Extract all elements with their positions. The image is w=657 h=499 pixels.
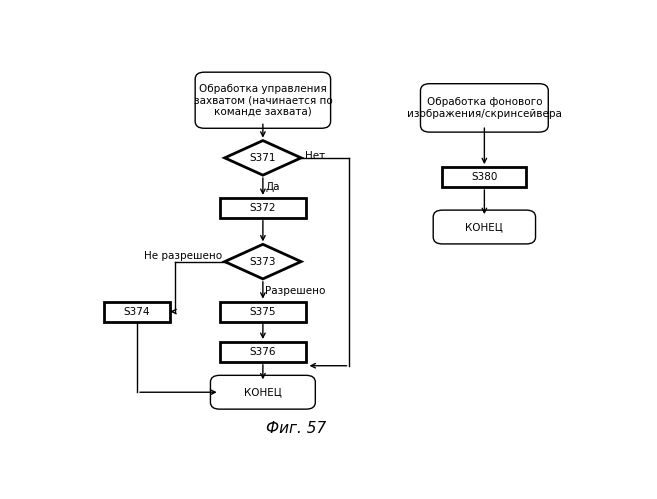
FancyBboxPatch shape (433, 210, 535, 244)
Bar (442, 167, 526, 187)
Text: Нет: Нет (305, 151, 325, 161)
Text: S380: S380 (471, 172, 497, 182)
Text: S375: S375 (250, 306, 276, 316)
Text: S373: S373 (250, 256, 276, 266)
Bar (219, 301, 306, 321)
Text: S374: S374 (124, 306, 150, 316)
FancyBboxPatch shape (195, 72, 330, 128)
FancyBboxPatch shape (210, 375, 315, 409)
Bar (219, 342, 306, 362)
Text: Обработка управления
захватом (начинается по
команде захвата): Обработка управления захватом (начинаетс… (194, 84, 332, 117)
Text: Разрешено: Разрешено (265, 286, 326, 296)
Text: Обработка фонового
изображения/скринсейвера: Обработка фонового изображения/скринсейв… (407, 97, 562, 119)
Bar (219, 198, 306, 218)
FancyBboxPatch shape (420, 84, 549, 132)
Bar (104, 301, 170, 321)
Text: КОНЕЦ: КОНЕЦ (466, 222, 503, 232)
Text: КОНЕЦ: КОНЕЦ (244, 387, 282, 397)
Polygon shape (225, 245, 301, 279)
Text: Фиг. 57: Фиг. 57 (266, 421, 326, 436)
Text: S372: S372 (250, 203, 276, 213)
Polygon shape (225, 141, 301, 175)
Text: Не разрешено: Не разрешено (144, 251, 222, 261)
Text: S371: S371 (250, 153, 276, 163)
Text: Да: Да (265, 182, 280, 192)
Text: S376: S376 (250, 347, 276, 357)
